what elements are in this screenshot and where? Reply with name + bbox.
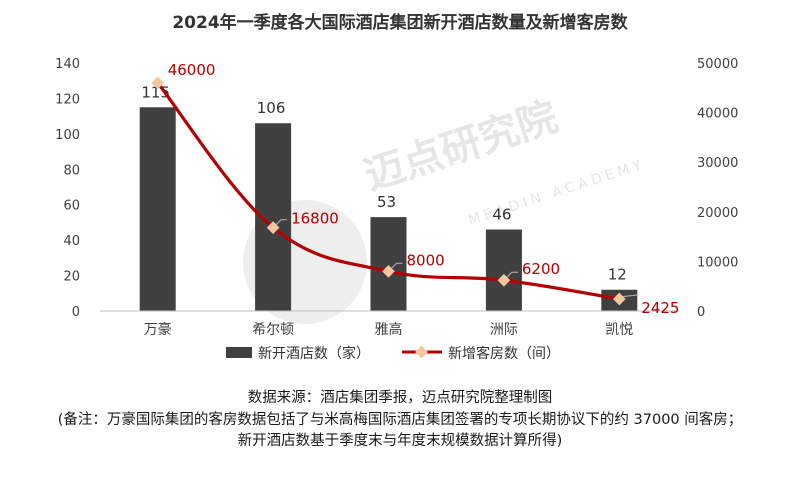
left-tick-label: 20 [63,270,80,285]
category-label: 洲际 [490,322,518,338]
chart: 迈点研究院 MEADIN ACADEMY 2024年一季度各大国际酒店集团新开酒… [55,12,738,362]
line-point [266,221,280,235]
notes: 数据来源：酒店集团季报，迈点研究院整理制图 (备注：万豪国际集团的客房数据包括了… [0,388,800,453]
left-tick-label: 140 [55,57,80,72]
right-tick-label: 0 [697,305,705,320]
line-series: 46000 16800 8000 6200 2425 [151,61,679,317]
left-tick-label: 0 [72,305,80,320]
line-path [156,81,620,301]
watermark-text: 迈点研究院 [359,94,563,200]
bar [370,217,407,311]
bar-value-label: 106 [257,99,286,117]
right-tick-label: 30000 [697,156,738,171]
line-point [497,273,511,287]
left-tick-label: 40 [63,234,80,249]
left-tick-label: 60 [63,199,80,214]
chart-title: 2024年一季度各大国际酒店集团新开酒店数量及新增客房数 [172,12,628,33]
legend: 新开酒店数（家） 新增客房数（间） [226,345,560,362]
bar [139,107,176,312]
category-label: 希尔顿 [252,322,294,338]
source-text: 数据来源：酒店集团季报，迈点研究院整理制图 [247,390,553,406]
line-value-label: 6200 [522,260,560,278]
category-label: 万豪 [144,322,172,338]
bar [485,229,522,311]
category-labels: 万豪 希尔顿 雅高 洲际 凯悦 [144,321,634,338]
legend-line-marker [415,345,428,359]
line-point [151,76,165,90]
note-line-2: 新开酒店数基于季度末与年度末规模数据计算所得) [237,433,563,449]
right-tick-label: 50000 [697,57,738,72]
legend-line-label: 新增客房数（间） [448,345,560,362]
bar-value-label: 53 [377,193,396,211]
bar-value-label: 12 [608,266,627,284]
line-value-label: 46000 [168,61,216,79]
line-value-label: 8000 [407,251,445,269]
right-tick-label: 20000 [697,206,738,221]
right-tick-label: 40000 [697,107,738,122]
note-line-1: (备注：万豪国际集团的客房数据包括了与米高梅国际酒店集团签署的专项长期协议下的约… [57,411,743,428]
legend-bar-swatch [226,347,252,358]
line-value-label: 16800 [291,210,339,228]
left-tick-label: 80 [63,163,80,178]
category-label: 凯悦 [605,322,633,338]
right-axis: 0 10000 20000 30000 40000 50000 [697,57,738,320]
line-value-label: 2425 [641,299,679,317]
category-label: 雅高 [375,321,403,338]
left-axis: 0 20 40 60 80 100 120 140 [55,57,80,320]
legend-bar-label: 新开酒店数（家） [258,345,370,362]
line-point [382,264,395,278]
right-tick-label: 10000 [697,255,738,270]
left-tick-label: 120 [55,92,80,107]
bar-value-label: 46 [492,206,511,224]
left-tick-label: 100 [55,128,80,143]
